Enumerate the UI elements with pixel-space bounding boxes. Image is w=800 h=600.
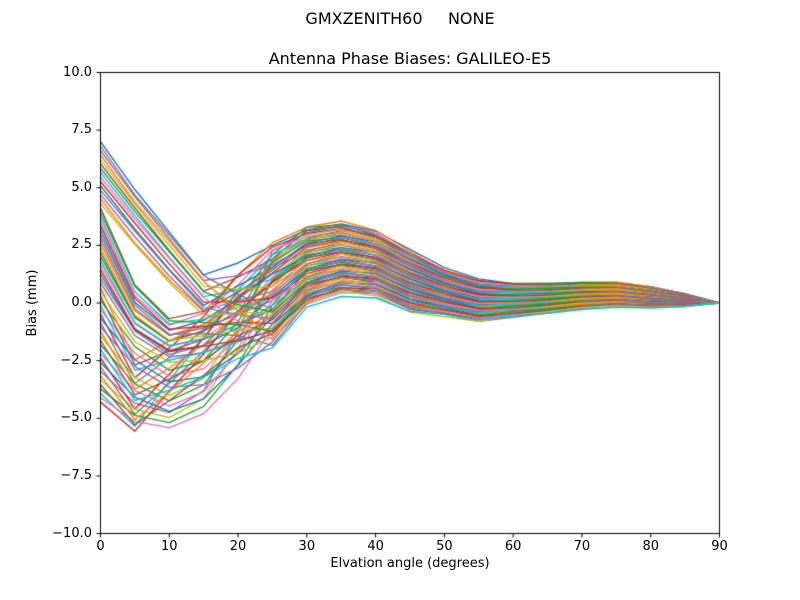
y-tick-label: 5.0 bbox=[71, 179, 92, 195]
x-tick-label: 50 bbox=[436, 539, 453, 554]
figure-suptitle: GMXZENITH60 NONE bbox=[305, 9, 495, 28]
y-tick-label: −5.0 bbox=[60, 410, 92, 426]
x-tick-label: 40 bbox=[367, 539, 384, 554]
x-tick-label: 10 bbox=[160, 539, 178, 554]
x-tick-label: 90 bbox=[711, 539, 728, 554]
y-tick-label: −2.5 bbox=[60, 352, 92, 368]
x-tick-label: 70 bbox=[573, 539, 591, 554]
x-tick-label: 30 bbox=[298, 539, 316, 554]
y-tick-label: −7.5 bbox=[60, 467, 92, 483]
y-tick-label: 10.0 bbox=[63, 64, 92, 80]
x-tick-label: 80 bbox=[642, 539, 659, 554]
x-tick-label: 0 bbox=[96, 539, 105, 554]
x-tick-label: 60 bbox=[504, 539, 522, 554]
y-tick-label: 2.5 bbox=[71, 237, 92, 253]
y-tick-label: 0.0 bbox=[71, 295, 92, 310]
y-tick-label: −10.0 bbox=[52, 525, 92, 541]
axes-title: Antenna Phase Biases: GALILEO-E5 bbox=[268, 49, 552, 68]
x-tick-label: 20 bbox=[229, 539, 247, 554]
y-tick-label: 7.5 bbox=[71, 122, 92, 138]
x-axis-label: Elvation angle (degrees) bbox=[330, 556, 490, 571]
